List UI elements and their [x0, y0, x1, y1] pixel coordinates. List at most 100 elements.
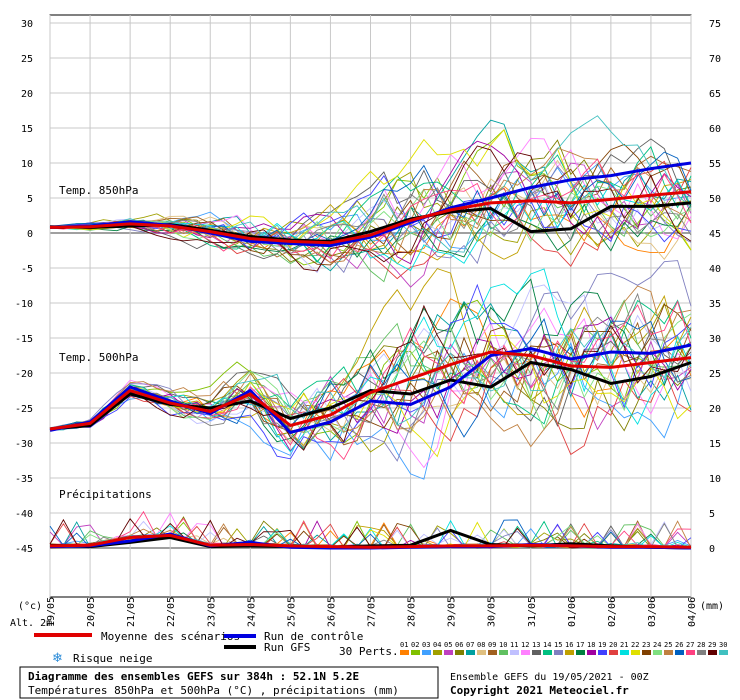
- pert-number: 14: [543, 641, 551, 649]
- pert-swatch: [554, 650, 563, 655]
- pert-swatch: [576, 650, 585, 655]
- right-unit-label: (mm): [700, 601, 724, 612]
- right-tick-label: 0: [709, 544, 715, 555]
- label-precip: Précipitations: [59, 488, 152, 501]
- pert-number: 03: [422, 641, 430, 649]
- right-tick-label: 70: [709, 54, 721, 65]
- pert-t850-line: [49, 159, 692, 261]
- pert-number: 11: [510, 641, 518, 649]
- left-tick-label: 5: [27, 194, 33, 205]
- pert-swatch: [510, 650, 519, 655]
- pert-t850-line: [49, 128, 692, 250]
- pert-swatch: [686, 650, 695, 655]
- pert-number: 22: [631, 641, 639, 649]
- footer-copyright: Copyright 2021 Meteociel.fr: [450, 684, 629, 697]
- pert-swatch: [609, 650, 618, 655]
- left-tick-label: -15: [15, 334, 33, 345]
- date-tick-label: 19/05: [46, 597, 57, 627]
- left-tick-label: -45: [15, 544, 33, 555]
- pert-swatch: [466, 650, 475, 655]
- label-t850: Temp. 850hPa: [59, 184, 138, 197]
- right-tick-label: 45: [709, 229, 721, 240]
- left-tick-label: -5: [21, 264, 33, 275]
- date-tick-label: 24/05: [246, 597, 257, 627]
- pert-swatch: [675, 650, 684, 655]
- right-tick-label: 40: [709, 264, 721, 275]
- pert-swatch: [565, 650, 574, 655]
- pert-t850-line: [49, 145, 692, 272]
- pert-swatch: [477, 650, 486, 655]
- left-tick-label: 30: [21, 19, 33, 30]
- left-tick-label: 20: [21, 89, 33, 100]
- series-t500-moyenne-des-sc-narios: [49, 350, 692, 431]
- footer-run: Ensemble GEFS du 19/05/2021 - 00Z: [450, 672, 649, 683]
- pert-number: 27: [686, 641, 694, 649]
- legend: Moyenne des scénarios Run de contrôle Ru…: [34, 630, 728, 666]
- right-tick-label: 55: [709, 159, 721, 170]
- pert-number: 15: [554, 641, 562, 649]
- right-tick-label: 25: [709, 369, 721, 380]
- pert-t500-line: [49, 260, 692, 462]
- left-tick-label: 10: [21, 159, 33, 170]
- perturbation-legend: 01 02 03 04 05 06 07 08 09 10 11 12 13 14 15 16 17 18 19 20…: [400, 641, 728, 655]
- pert-swatch: [543, 650, 552, 655]
- pert-number: 17: [576, 641, 584, 649]
- legend-control-label: Run de contrôle: [264, 630, 363, 643]
- pert-swatch: [532, 650, 541, 655]
- left-tick-label: -25: [15, 404, 33, 415]
- pert-number: 06: [455, 641, 463, 649]
- pert-number: 02: [411, 641, 419, 649]
- pert-t500-line: [49, 327, 692, 429]
- left-tick-label: -35: [15, 474, 33, 485]
- footer-box: [19, 666, 439, 699]
- right-tick-label: 50: [709, 194, 721, 205]
- left-tick-label: -40: [15, 509, 33, 520]
- pert-swatch: [631, 650, 640, 655]
- pert-number: 13: [532, 641, 540, 649]
- pert-swatch: [400, 650, 409, 655]
- pert-swatch: [664, 650, 673, 655]
- pert-swatch: [422, 650, 431, 655]
- pert-number: 30: [719, 641, 727, 649]
- date-tick-label: 02/06: [607, 597, 618, 627]
- pert-number: 05: [444, 641, 452, 649]
- pert-swatch: [488, 650, 497, 655]
- pert-swatch: [620, 650, 629, 655]
- pert-swatch: [433, 650, 442, 655]
- date-tick-label: 04/06: [687, 597, 698, 627]
- left-tick-label: 0: [27, 229, 33, 240]
- series-t500-run-de-contr-le: [49, 343, 692, 435]
- date-tick-label: 30/05: [487, 597, 498, 627]
- right-tick-label: 5: [709, 509, 715, 520]
- right-tick-label: 15: [709, 439, 721, 450]
- right-tick-label: 60: [709, 124, 721, 135]
- pert-number: 24: [653, 641, 661, 649]
- date-tick-label: 26/05: [326, 597, 337, 627]
- left-tick-label: 25: [21, 54, 33, 65]
- legend-perts-label: 30 Perts.: [339, 645, 399, 658]
- legend-snow-label: Risque neige: [73, 652, 152, 665]
- right-tick-label: 20: [709, 404, 721, 415]
- date-tick-label: 01/06: [567, 597, 578, 627]
- pert-t850-line: [49, 147, 692, 264]
- right-tick-label: 75: [709, 19, 721, 30]
- pert-t850-line: [49, 185, 692, 254]
- left-tick-label: -30: [15, 439, 33, 450]
- pert-number: 12: [521, 641, 529, 649]
- pert-swatch: [697, 650, 706, 655]
- pert-number: 28: [697, 641, 705, 649]
- pert-t500-line: [49, 318, 692, 438]
- pert-t500-line: [49, 307, 692, 469]
- date-tick-label: 20/05: [86, 597, 97, 627]
- pert-number: 01: [400, 641, 408, 649]
- pert-swatch: [521, 650, 530, 655]
- date-tick-label: 21/05: [126, 597, 137, 627]
- date-tick-label: 03/06: [647, 597, 658, 627]
- pert-swatch: [444, 650, 453, 655]
- pert-t850-line: [49, 158, 692, 260]
- series-t500-run-gfs: [49, 360, 692, 431]
- pert-t500-line: [49, 268, 692, 447]
- pert-t500-line: [49, 292, 692, 448]
- snowflake-icon: ❄: [52, 651, 63, 666]
